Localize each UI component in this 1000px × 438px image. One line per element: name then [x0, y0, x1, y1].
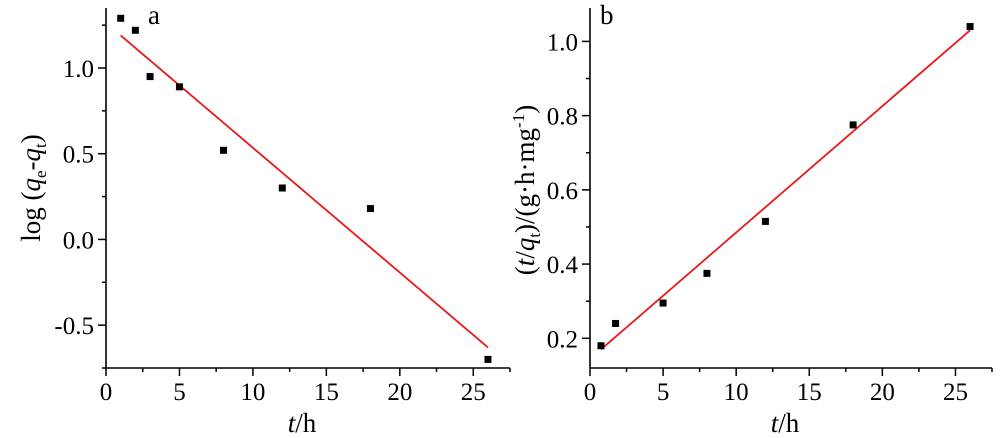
data-point-a	[484, 355, 492, 363]
data-point-a	[366, 205, 374, 213]
data-point-b	[849, 121, 857, 129]
panel-b: 0 5 10 15 20 25 0.2 0.4 0.6 0.8 1.0 b t/h (t/qt)/(…	[509, 0, 993, 438]
fit-line-b	[600, 29, 971, 351]
x-tick-label-a: 15	[314, 379, 339, 406]
x-tick-label-b: 10	[724, 379, 749, 406]
x-tick-label-a: 5	[173, 379, 186, 406]
y-tick-label-a: 1.0	[63, 56, 94, 83]
data-point-b	[761, 217, 769, 225]
y-tick-label-b: 0.8	[547, 104, 578, 131]
y-axis-title-b: (t/qt)/(g·h·mg-1)	[509, 105, 544, 275]
panel-label-b: b	[600, 0, 614, 30]
data-point-a	[146, 73, 154, 81]
x-tick-label-a: 10	[240, 379, 265, 406]
data-point-a	[278, 184, 286, 192]
data-point-b	[612, 319, 620, 327]
x-axis-title-b: t/h	[771, 408, 800, 438]
x-tick-label-a: 25	[461, 379, 486, 406]
data-point-b	[966, 23, 974, 31]
y-tick-label-a: 0.5	[63, 142, 94, 169]
x-axis-title-a: t/h	[288, 408, 317, 438]
y-tick-label-b: 0.4	[547, 252, 579, 279]
data-point-a	[220, 146, 228, 154]
y-tick-label-b: 0.2	[547, 326, 578, 353]
y-tick-label-a: 0.0	[63, 227, 94, 254]
x-tick-label-b: 25	[943, 379, 968, 406]
data-point-b	[703, 269, 711, 277]
x-tick-label-a: 0	[100, 379, 113, 406]
x-tick-label-b: 0	[584, 379, 597, 406]
x-tick-label-b: 15	[797, 379, 822, 406]
y-axis-title-a: log (qe-qt)	[16, 134, 50, 242]
y-tick-label-b: 0.6	[547, 178, 578, 205]
panel-a: 0 5 10 15 20 25 -0.5 0.0 0.5 1.0 a t/h log (qe-qt…	[16, 0, 511, 438]
fit-line-a	[120, 34, 489, 349]
x-tick-label-a: 20	[387, 379, 412, 406]
x-tick-label-b: 5	[657, 379, 670, 406]
x-tick-label-b: 20	[870, 379, 895, 406]
y-tick-label-a: -0.5	[54, 313, 94, 340]
panel-label-a: a	[148, 0, 160, 30]
data-point-b	[659, 299, 667, 307]
data-point-a	[175, 83, 183, 91]
data-point-b	[597, 342, 605, 350]
data-point-a	[117, 14, 125, 22]
data-point-a	[131, 26, 139, 34]
y-tick-label-b: 1.0	[547, 29, 578, 56]
